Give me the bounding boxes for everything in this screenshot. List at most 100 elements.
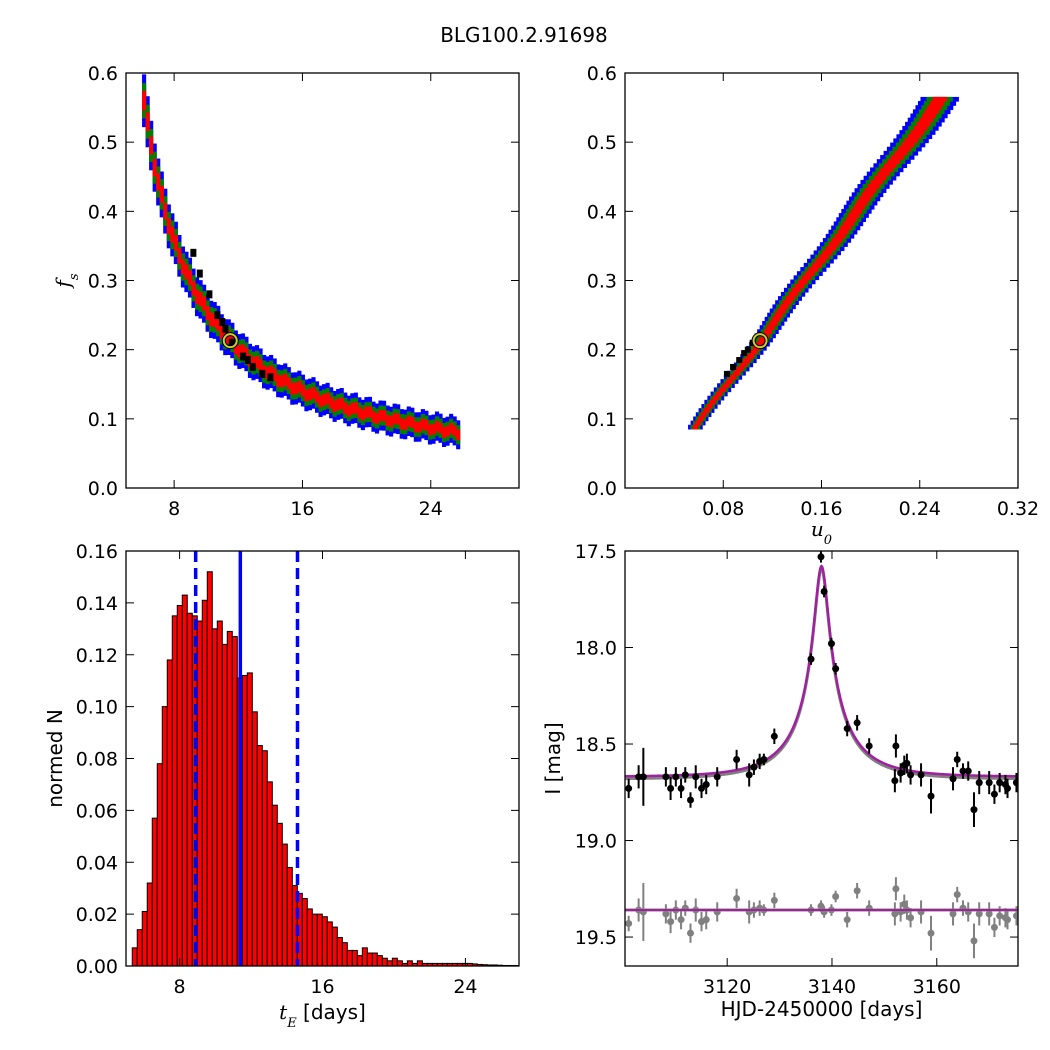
density-cell-1-sigma bbox=[901, 142, 915, 148]
histogram-bar bbox=[166, 659, 173, 966]
density-cell-1-sigma bbox=[929, 101, 945, 106]
density-cell-1-sigma bbox=[758, 337, 767, 343]
density-cell-1-sigma bbox=[420, 418, 425, 430]
y-tick-label: 0.2 bbox=[587, 340, 617, 362]
density-cell-1-sigma bbox=[406, 415, 411, 427]
density-cell-1-sigma bbox=[785, 296, 795, 301]
density-cell-1-sigma bbox=[834, 233, 846, 239]
y-tick-label: 0.04 bbox=[76, 852, 118, 874]
density-cell-1-sigma bbox=[265, 366, 270, 380]
density-cell-1-sigma bbox=[749, 350, 758, 355]
density-peak-cell bbox=[249, 362, 256, 371]
histogram-bar bbox=[336, 936, 343, 966]
density-cell-1-sigma bbox=[719, 387, 726, 393]
residual-point bbox=[990, 923, 998, 931]
density-cell-1-sigma bbox=[343, 402, 348, 414]
y-tick-label: 0.0 bbox=[587, 478, 617, 500]
density-cell-1-sigma bbox=[339, 397, 344, 410]
y-tick-label: 19.5 bbox=[575, 927, 617, 949]
density-cell-1-sigma bbox=[382, 410, 387, 422]
density-cell-1-sigma bbox=[166, 218, 171, 235]
density-cell-1-sigma bbox=[864, 188, 877, 193]
data-point bbox=[672, 773, 680, 781]
data-point bbox=[865, 742, 873, 750]
density-cell-1-sigma bbox=[831, 238, 843, 243]
density-cell-1-sigma bbox=[286, 377, 291, 390]
y-tick-label: 0.12 bbox=[76, 645, 118, 667]
density-cell-1-sigma bbox=[811, 262, 822, 268]
density-peak-cell bbox=[244, 356, 251, 365]
data-point bbox=[687, 796, 694, 804]
histogram-bar bbox=[376, 955, 383, 966]
density-cell-1-sigma bbox=[392, 413, 397, 424]
density-cell-1-sigma bbox=[212, 313, 217, 328]
density-cell-1-sigma bbox=[736, 366, 744, 372]
y-tick-label: 0.4 bbox=[587, 201, 617, 223]
histogram-bar bbox=[356, 955, 363, 966]
data-point bbox=[985, 779, 993, 787]
density-cell-1-sigma bbox=[145, 112, 150, 132]
histogram-bar bbox=[151, 817, 158, 966]
density-cell-1-sigma bbox=[233, 341, 238, 355]
density-cell-1-sigma bbox=[329, 397, 334, 409]
lightcurve-panel: 3120 3140 3160 17.5 18.0 18.5 19.0 19.5 I [mag] H… bbox=[541, 541, 1019, 1021]
histogram-bars bbox=[131, 551, 519, 966]
residual-point bbox=[662, 910, 670, 918]
data-point bbox=[698, 784, 706, 792]
data-point bbox=[807, 655, 815, 663]
histogram-bar bbox=[276, 822, 283, 966]
density-cell-1-sigma bbox=[187, 270, 193, 285]
density-peak-cell bbox=[222, 324, 229, 333]
density-cell-1-sigma bbox=[904, 138, 918, 144]
density-cell-1-sigma bbox=[845, 217, 857, 223]
histogram-bar bbox=[211, 628, 218, 966]
density-cell-1-sigma bbox=[883, 163, 897, 169]
density-peak-cell bbox=[240, 352, 247, 361]
histogram-bar bbox=[286, 866, 293, 966]
lightcurve-body bbox=[625, 551, 1018, 959]
residual-point bbox=[949, 910, 957, 918]
residual-point bbox=[817, 902, 825, 910]
x-axis-label-main: t bbox=[279, 1000, 288, 1024]
residual-point bbox=[1004, 916, 1012, 924]
residual-point bbox=[843, 916, 851, 924]
density-cell-1-sigma bbox=[456, 429, 461, 441]
density-cell-1-sigma bbox=[385, 415, 390, 426]
x-axis-label-sub: 0 bbox=[824, 533, 832, 548]
y-tick-label: 0.2 bbox=[88, 340, 118, 362]
density-cell-1-sigma bbox=[371, 411, 376, 423]
data-point bbox=[745, 771, 753, 779]
residual-point bbox=[970, 937, 978, 945]
density-cell-1-sigma bbox=[427, 424, 433, 436]
histogram-bar bbox=[206, 571, 213, 966]
x-tick-label: 0.08 bbox=[702, 498, 744, 520]
y-tick-label: 0.00 bbox=[76, 956, 118, 978]
residual-point bbox=[927, 929, 935, 937]
y-tick-label: 0.5 bbox=[587, 132, 617, 154]
density-cell-1-sigma bbox=[293, 382, 298, 395]
y-tick-label: 0.1 bbox=[587, 409, 617, 431]
density-cell-1-sigma bbox=[853, 204, 865, 210]
histogram-bar bbox=[326, 921, 333, 966]
histogram-bar bbox=[221, 643, 228, 966]
x-axis-label: u0 bbox=[811, 517, 832, 548]
density-cell-1-sigma bbox=[216, 317, 221, 331]
data-point bbox=[625, 784, 633, 792]
data-point bbox=[827, 640, 835, 648]
residual-point bbox=[733, 894, 741, 902]
histogram-bar bbox=[396, 960, 403, 966]
density-cell-1-sigma bbox=[919, 117, 934, 123]
density-cell-1-sigma bbox=[779, 304, 789, 310]
data-point bbox=[892, 742, 900, 750]
density-peak-cell bbox=[219, 318, 226, 326]
y-axis-label-sub: s bbox=[67, 273, 82, 280]
density-cell-1-sigma bbox=[746, 354, 754, 359]
x-tick-label: 0.32 bbox=[997, 498, 1039, 520]
x-axis-label-sub: E bbox=[286, 1016, 297, 1031]
histogram-bar bbox=[361, 947, 368, 966]
density-cell-1-sigma bbox=[897, 146, 911, 152]
density-cell-1-sigma bbox=[755, 341, 764, 347]
density-cell-1-sigma bbox=[434, 420, 440, 432]
density-cell-1-sigma bbox=[932, 96, 947, 102]
